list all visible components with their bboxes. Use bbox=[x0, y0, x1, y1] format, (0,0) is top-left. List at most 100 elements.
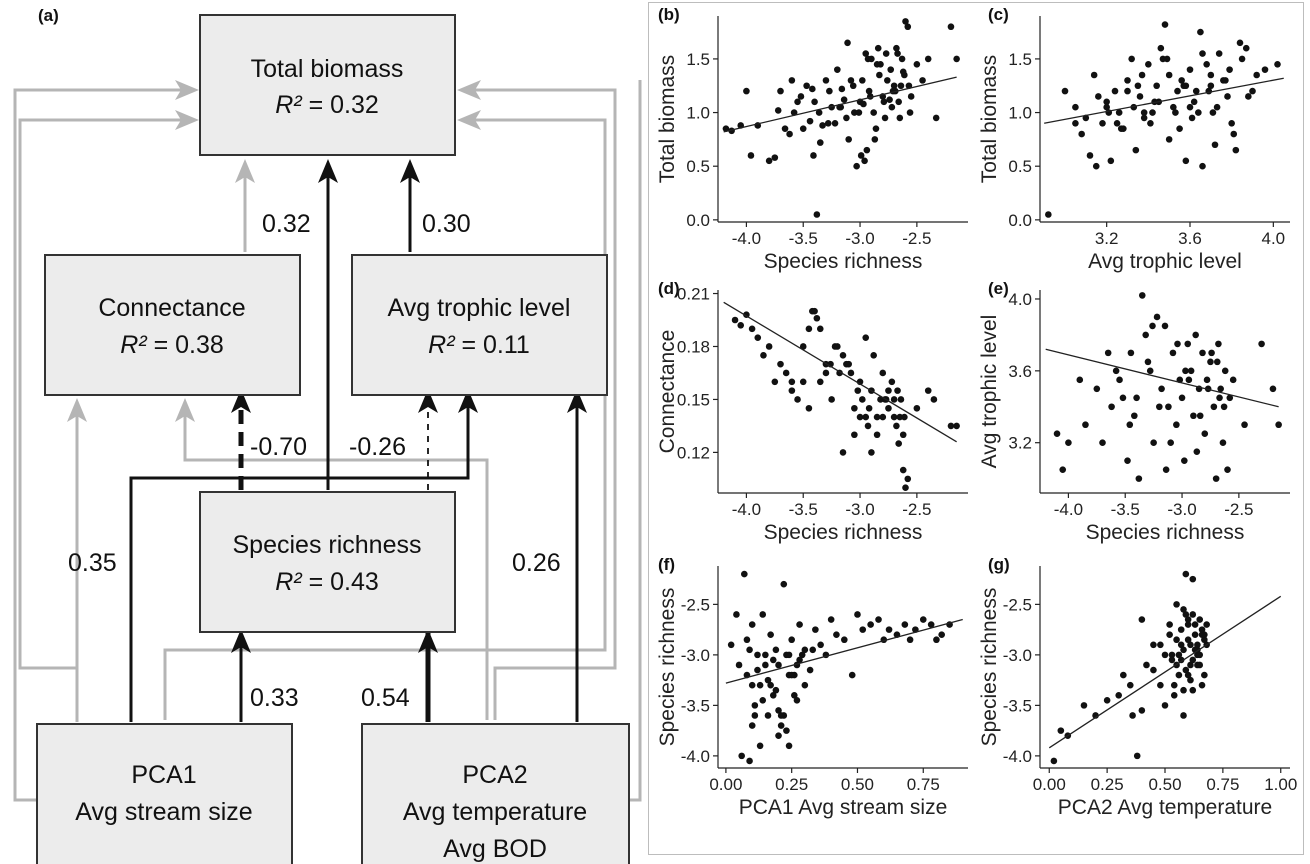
data-point bbox=[1189, 611, 1197, 618]
data-point bbox=[782, 369, 790, 377]
data-point bbox=[919, 77, 926, 84]
data-point bbox=[841, 636, 848, 644]
data-point bbox=[1177, 626, 1185, 633]
data-point bbox=[1269, 385, 1277, 393]
scatter-panels: (b) -4.0 -3.5 -3.0 -2.5 0.0 0.5 1.0 1.5 Species r… bbox=[656, 5, 1297, 819]
data-point bbox=[1207, 358, 1214, 366]
x-tick-label: -3.0 bbox=[845, 500, 874, 519]
data-point bbox=[904, 475, 912, 483]
data-point bbox=[859, 77, 866, 84]
data-point bbox=[738, 752, 745, 760]
data-point bbox=[771, 154, 779, 161]
data-point bbox=[788, 387, 796, 394]
y-tick-label: -2.5 bbox=[1003, 595, 1032, 614]
data-point bbox=[1157, 681, 1164, 689]
data-point bbox=[1203, 60, 1210, 68]
data-point bbox=[1161, 651, 1169, 659]
data-point bbox=[882, 50, 890, 57]
data-point bbox=[853, 162, 860, 170]
data-point bbox=[844, 39, 851, 47]
data-point bbox=[924, 387, 932, 394]
data-point bbox=[767, 681, 774, 689]
trend-line bbox=[725, 618, 963, 684]
data-point bbox=[1099, 439, 1106, 446]
data-point bbox=[913, 404, 921, 412]
data-point bbox=[1187, 641, 1194, 649]
data-point bbox=[777, 360, 784, 368]
data-point bbox=[1057, 727, 1065, 734]
data-point bbox=[762, 651, 769, 659]
data-point bbox=[1124, 77, 1131, 84]
data-point bbox=[863, 146, 871, 154]
x-tick-label: -2.5 bbox=[902, 500, 931, 519]
data-point bbox=[809, 85, 816, 93]
data-point bbox=[1245, 93, 1252, 100]
data-point bbox=[1078, 130, 1085, 138]
data-point bbox=[1201, 671, 1208, 679]
data-point bbox=[1167, 439, 1174, 446]
data-point bbox=[812, 626, 819, 633]
data-point bbox=[764, 676, 772, 684]
data-point bbox=[1195, 109, 1202, 116]
data-point bbox=[1161, 322, 1169, 330]
data-point bbox=[1181, 457, 1188, 464]
data-point bbox=[1226, 394, 1234, 402]
data-point bbox=[785, 742, 793, 750]
path-pca1-biomass-outer bbox=[13, 80, 199, 802]
node-title: Total biomass bbox=[251, 55, 404, 83]
data-point bbox=[1065, 439, 1072, 446]
axes bbox=[1039, 16, 1290, 223]
data-point bbox=[879, 413, 887, 421]
data-point bbox=[1184, 636, 1192, 644]
data-point bbox=[1175, 671, 1183, 679]
data-point bbox=[1236, 39, 1244, 47]
data-point bbox=[1144, 358, 1152, 366]
data-point bbox=[822, 77, 830, 84]
data-point bbox=[1215, 50, 1223, 57]
data-point bbox=[743, 636, 751, 644]
data-point bbox=[759, 697, 767, 704]
data-point bbox=[1198, 681, 1206, 689]
data-point bbox=[847, 77, 855, 84]
data-point bbox=[1177, 641, 1185, 649]
data-point bbox=[868, 449, 875, 456]
data-point bbox=[1188, 114, 1196, 122]
data-point bbox=[796, 656, 803, 664]
data-point bbox=[834, 343, 841, 350]
data-point bbox=[1099, 119, 1106, 127]
path-pca1-biomass-right bbox=[163, 110, 607, 720]
node-pca2: PCA2 Avg temperature Avg BOD bbox=[361, 723, 630, 864]
data-point bbox=[811, 307, 818, 315]
data-point bbox=[1156, 403, 1163, 411]
data-point bbox=[1124, 457, 1131, 464]
data-point bbox=[886, 96, 893, 103]
nonsignificant-paths bbox=[13, 80, 642, 802]
data-point bbox=[1165, 71, 1173, 79]
data-point bbox=[1082, 421, 1089, 429]
coef-pca2-trophic: 0.26 bbox=[512, 549, 561, 577]
y-axis-label: Avg trophic level bbox=[978, 315, 1001, 469]
panel-label: (g) bbox=[988, 555, 1010, 574]
data-point bbox=[901, 621, 909, 628]
x-tick-label: -4.0 bbox=[1054, 500, 1083, 519]
data-point bbox=[1198, 626, 1206, 633]
data-point bbox=[1104, 349, 1112, 357]
y-tick-label: 3.6 bbox=[1008, 362, 1032, 381]
y-tick-label: -2.5 bbox=[681, 595, 710, 614]
data-point bbox=[1177, 656, 1185, 664]
data-point bbox=[1213, 358, 1221, 366]
y-tick-label: 3.2 bbox=[1008, 434, 1032, 453]
data-point bbox=[851, 431, 858, 439]
data-point bbox=[1150, 666, 1157, 674]
data-point bbox=[1126, 421, 1134, 429]
data-point bbox=[788, 77, 796, 84]
x-tick-label: 0.50 bbox=[1148, 775, 1181, 794]
data-point bbox=[1196, 412, 1204, 420]
data-point bbox=[1261, 66, 1269, 73]
data-point bbox=[786, 130, 793, 138]
x-tick-label: 0.25 bbox=[775, 775, 808, 794]
data-point bbox=[826, 87, 833, 95]
axes bbox=[717, 290, 968, 494]
data-point bbox=[1184, 340, 1192, 348]
data-point bbox=[1158, 385, 1165, 393]
